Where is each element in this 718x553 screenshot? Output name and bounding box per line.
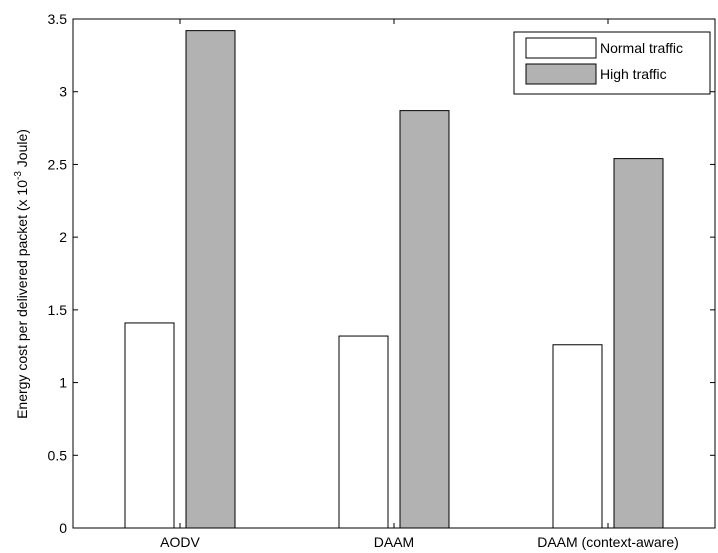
bar-high-traffic-1	[399, 110, 450, 529]
x-tick-label: DAAM (context-aware)	[537, 534, 679, 550]
legend-label: Normal traffic	[600, 40, 683, 56]
bar-normal-traffic-2	[552, 344, 603, 529]
x-tick-labels: AODV DAAM DAAM (context-aware)	[160, 534, 679, 550]
x-tick-label: DAAM	[374, 534, 414, 550]
axes-group	[72, 18, 716, 529]
y-tick-label: 0.5	[48, 447, 68, 463]
bar-high-traffic-0	[185, 30, 236, 529]
y-axis-label-exponent: -3	[13, 171, 24, 180]
bar-normal-traffic-0	[124, 322, 175, 529]
y-tick-label: 3	[59, 84, 67, 100]
legend-label: High traffic	[600, 66, 667, 82]
legend-swatch-0	[525, 37, 597, 59]
y-tick-labels: 0 0.5 1 1.5 2 2.5 3 3.5	[48, 11, 68, 536]
y-axis-label-unit: Joule)	[14, 129, 30, 171]
y-axis-label: Energy cost per delivered packet (x 10-3…	[13, 129, 30, 419]
y-tick-label: 2	[59, 229, 67, 245]
y-tick-label: 2.5	[48, 156, 68, 172]
y-tick-label: 1	[59, 375, 67, 391]
bar-high-traffic-2	[613, 158, 664, 529]
y-tick-label: 3.5	[48, 11, 68, 27]
y-axis-label-main: Energy cost per delivered packet (x 10	[14, 180, 30, 419]
legend: Normal traffic High traffic	[513, 31, 711, 95]
bars-group	[124, 30, 664, 529]
plot-area	[73, 19, 715, 528]
y-tick-label: 0	[59, 520, 67, 536]
legend-swatch-1	[525, 63, 597, 85]
x-tick-label: AODV	[160, 534, 200, 550]
bar-normal-traffic-1	[338, 335, 389, 529]
y-tick-label: 1.5	[48, 302, 68, 318]
